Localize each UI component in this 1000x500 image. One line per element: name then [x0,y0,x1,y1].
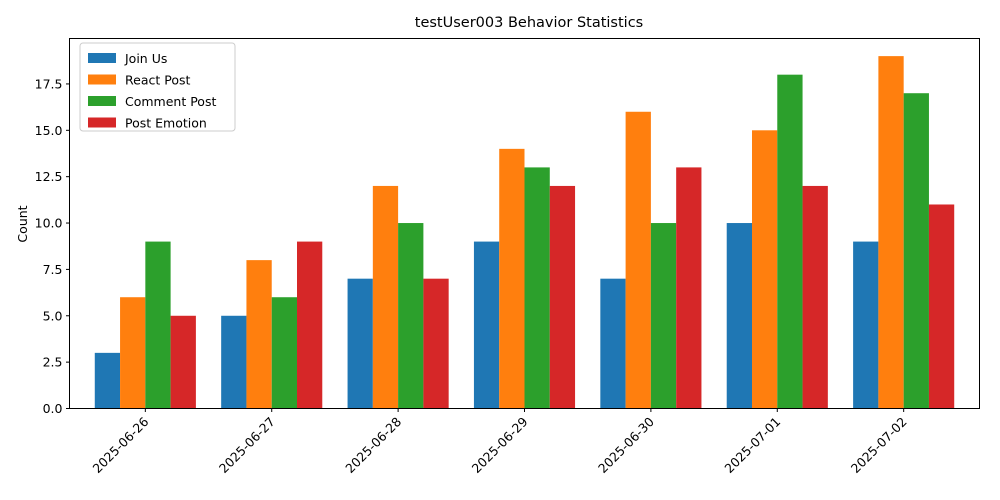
bar-post-emotion-2025-06-27 [297,241,323,409]
legend-frame [79,42,236,132]
bar-comment-post-2025-06-26 [145,241,171,409]
bar-comment-post-2025-07-01 [777,74,803,409]
bar-join-us-2025-06-28 [347,278,373,409]
y-tick-label: 12.5 [35,169,63,184]
legend-label: Join Us [124,51,167,66]
bar-react-post-2025-06-26 [120,297,146,409]
y-axis-ticks: 0.0 2.5 5.0 7.5 10.0 12.5 15.0 17.5 [35,76,70,416]
legend-label: Post Emotion [125,116,207,131]
legend-swatch [88,96,116,106]
bar-post-emotion-2025-06-26 [170,315,196,409]
x-tick-label: 2025-06-27 [216,414,278,476]
y-tick-label: 0.0 [43,401,63,416]
bar-react-post-2025-07-02 [878,56,904,409]
bar-react-post-2025-07-01 [752,130,778,409]
bar-comment-post-2025-06-30 [650,223,677,409]
bar-post-emotion-2025-06-28 [423,278,449,409]
bar-comment-post-2025-06-28 [398,223,424,409]
legend-swatch [88,53,116,63]
legend-swatch [88,74,116,85]
bar-join-us-2025-06-27 [221,315,247,409]
bars-group [94,56,955,409]
y-tick-label: 15.0 [35,123,63,138]
bar-join-us-2025-07-01 [726,223,752,409]
bar-join-us-2025-06-30 [600,278,626,409]
bar-post-emotion-2025-07-02 [928,204,955,409]
y-tick-label: 2.5 [43,355,63,370]
chart-title: testUser003 Behavior Statistics [415,15,643,31]
x-tick-label: 2025-06-26 [89,414,151,476]
legend-swatch [88,117,116,128]
bar-react-post-2025-06-27 [246,260,272,409]
bar-react-post-2025-06-29 [499,148,525,409]
bar-comment-post-2025-07-02 [903,93,929,409]
legend-label: React Post [125,73,190,88]
x-tick-label: 2025-07-01 [721,414,783,476]
bar-post-emotion-2025-07-01 [802,185,828,409]
x-tick-label: 2025-06-30 [595,414,657,476]
bar-react-post-2025-06-28 [372,185,399,409]
bar-post-emotion-2025-06-29 [549,185,576,409]
y-tick-label: 7.5 [43,262,63,277]
x-tick-label: 2025-07-02 [848,414,910,476]
x-tick-label: 2025-06-29 [469,414,531,476]
legend: Join Us React Post Comment Post Post Emotio… [79,42,236,132]
plot-frame [69,38,980,409]
y-tick-label: 10.0 [35,216,63,231]
x-axis-ticks: 2025-06-26 2025-06-27 2025-06-28 2025-06-29… [89,408,910,476]
y-tick-label: 5.0 [43,308,63,323]
bar-comment-post-2025-06-27 [271,297,297,409]
bar-join-us-2025-06-29 [473,241,500,409]
x-tick-label: 2025-06-28 [342,414,404,476]
y-tick-label: 17.5 [35,76,63,91]
y-axis-label: Count [15,205,30,242]
bar-comment-post-2025-06-29 [524,167,550,409]
bar-join-us-2025-07-02 [853,241,879,409]
bar-post-emotion-2025-06-30 [676,167,702,409]
legend-label: Comment Post [125,94,216,109]
bar-react-post-2025-06-30 [625,111,651,409]
bar-join-us-2025-06-26 [94,352,121,409]
